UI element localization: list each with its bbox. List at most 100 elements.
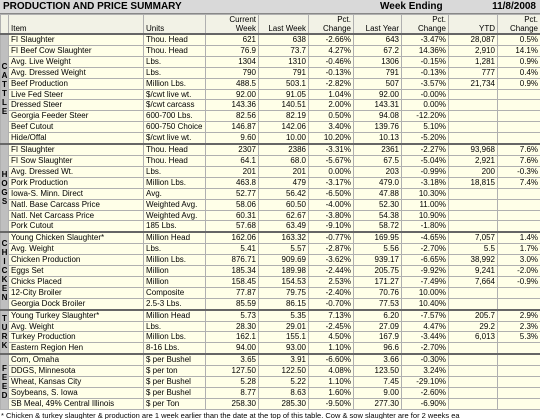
cell: Thou. Head <box>143 143 206 156</box>
cell: Eggs Set <box>8 265 144 277</box>
cell: $ per Bushel <box>143 353 206 367</box>
cell: 876.71 <box>205 254 259 267</box>
cell: 1.4% <box>497 231 540 245</box>
cell: Million Lbs. <box>143 254 206 267</box>
cell: Million Head <box>143 308 206 322</box>
cell: 638 <box>258 32 309 46</box>
cell: 0.00% <box>401 99 449 112</box>
cell: 479.0 <box>353 176 402 189</box>
cell: Eastern Region Hen <box>8 342 144 355</box>
empty-cell <box>448 88 498 101</box>
cell: 5.35 <box>258 308 309 322</box>
cell: -6.60% <box>308 353 354 367</box>
cell: $ per Bushel <box>143 387 206 399</box>
cell: 7.13% <box>308 308 354 322</box>
section-letter: O <box>1 179 8 189</box>
cell: 5.3% <box>497 331 540 344</box>
cell: 64.1 <box>205 154 259 167</box>
cell: 2,910 <box>448 44 498 57</box>
empty-cell <box>497 110 540 123</box>
cell: 76.9 <box>205 44 259 57</box>
section-letter: C <box>1 239 8 249</box>
cell: 600-750 Choice <box>143 121 206 134</box>
cell: -5.20% <box>401 132 449 145</box>
cell: -2.40% <box>308 286 354 299</box>
title: PRODUCTION AND PRICE SUMMARY <box>3 1 182 12</box>
cell: 2,921 <box>448 154 498 167</box>
cell: Million Lbs. <box>143 331 206 344</box>
data-row: C A T T L E FI Slaughter Thou. Head 621 638 -2.66%… <box>0 32 540 145</box>
cell: -0.70% <box>308 297 354 311</box>
empty-cell <box>448 342 498 355</box>
cell: SB Meal, 49% Central Illinois <box>8 397 144 410</box>
empty-cell <box>497 132 540 145</box>
cell: Soybeans, S. Iowa <box>8 387 144 399</box>
data-row: Eastern Region Hen 8-16 Lbs. 94.00 93.00 1.1… <box>1 342 540 355</box>
cell: 205.75 <box>353 265 402 277</box>
cell: Composite <box>143 286 206 299</box>
cell: Wheat, Kansas City <box>8 376 144 388</box>
cell: 67.2 <box>353 44 402 57</box>
cell: 1.60% <box>308 387 354 399</box>
cell: Georgia Feeder Steer <box>8 110 144 123</box>
cell: 8-16 Lbs. <box>143 342 206 355</box>
column-header: Last Week <box>258 14 309 35</box>
data-row: Soybeans, S. Iowa $ per Bushel 8.77 8.63 1.6… <box>1 387 540 399</box>
cell: 155.1 <box>258 331 309 344</box>
cell: 7.6% <box>497 154 540 167</box>
data-row: Pork Cutout 185 Lbs. 57.68 63.49 -9.10% 58.72… <box>1 220 540 233</box>
cell: -2.60% <box>401 387 449 399</box>
section-letter: R <box>1 331 8 341</box>
cell: -29.10% <box>401 376 449 388</box>
cell: 18,815 <box>448 176 498 189</box>
summary-table: Item Units Current Week Last Week Pct. Chang… <box>0 14 540 410</box>
cell: 189.98 <box>258 265 309 277</box>
cell: -9.10% <box>308 220 354 233</box>
section-letter: H <box>1 248 8 258</box>
cell: Avg. Weight <box>8 320 144 333</box>
cell: 1.10% <box>308 342 354 355</box>
cell: -2.82% <box>308 77 354 90</box>
footnote: * Chicken & turkey slaughter & productio… <box>1 410 460 419</box>
cell: 4.27% <box>308 44 354 57</box>
data-row: C H I C K E N Young Chicken Slaughter* Million H… <box>0 231 540 311</box>
data-row: Turkey Production Million Lbs. 162.1 155.1 4… <box>1 331 540 344</box>
empty-cell <box>448 376 498 388</box>
cell: -0.99% <box>401 165 449 178</box>
cell: 6.20 <box>353 308 402 322</box>
cell: 27.09 <box>353 320 402 333</box>
cell: 4.08% <box>308 365 354 378</box>
cell: -2.70% <box>401 243 449 256</box>
cell: -2.44% <box>308 265 354 277</box>
cell: 96.6 <box>353 342 402 355</box>
empty-cell <box>497 209 540 222</box>
corner <box>0 14 9 35</box>
cell: 82.19 <box>258 110 309 123</box>
data-row: Natl. Net Carcass Price Weighted Avg. 60.3… <box>1 209 540 222</box>
empty-cell <box>497 387 540 399</box>
data-row: Avg. Dressed Weight Lbs. 790 791 -0.13% 791 -0… <box>1 66 540 79</box>
data-row: Beef Production Million Lbs. 488.5 503.1 -2.… <box>1 77 540 90</box>
data-row: SB Meal, 49% Central Illinois $ per Ton 25… <box>1 397 540 410</box>
cell: -3.57% <box>401 77 449 90</box>
cell: -0.3% <box>497 165 540 178</box>
cell: 77.87 <box>205 286 259 299</box>
section-letter: I <box>3 257 6 267</box>
cell: 185.34 <box>205 265 259 277</box>
cell: 162.1 <box>205 331 259 344</box>
cell: 0.9% <box>497 77 540 90</box>
cell: -0.77% <box>308 231 354 245</box>
section-letter: C <box>1 62 8 72</box>
cell: Chicks Placed <box>8 275 144 288</box>
cell: 5.10% <box>401 121 449 134</box>
cell: 463.8 <box>205 176 259 189</box>
cell: -2.45% <box>308 320 354 333</box>
section-letter: C <box>1 266 8 276</box>
cell: 86.15 <box>258 297 309 311</box>
empty-cell <box>448 286 498 299</box>
cell: -6.90% <box>401 397 449 410</box>
cell: -6.65% <box>401 254 449 267</box>
cell: Lbs. <box>143 55 206 68</box>
